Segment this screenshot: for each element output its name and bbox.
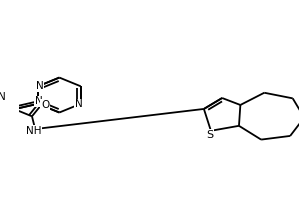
Text: N: N bbox=[36, 81, 43, 91]
Text: N: N bbox=[0, 92, 5, 102]
Text: NH: NH bbox=[26, 126, 41, 136]
Text: N: N bbox=[35, 96, 43, 106]
Text: N: N bbox=[75, 99, 83, 109]
Text: S: S bbox=[206, 130, 213, 140]
Text: O: O bbox=[41, 100, 49, 110]
